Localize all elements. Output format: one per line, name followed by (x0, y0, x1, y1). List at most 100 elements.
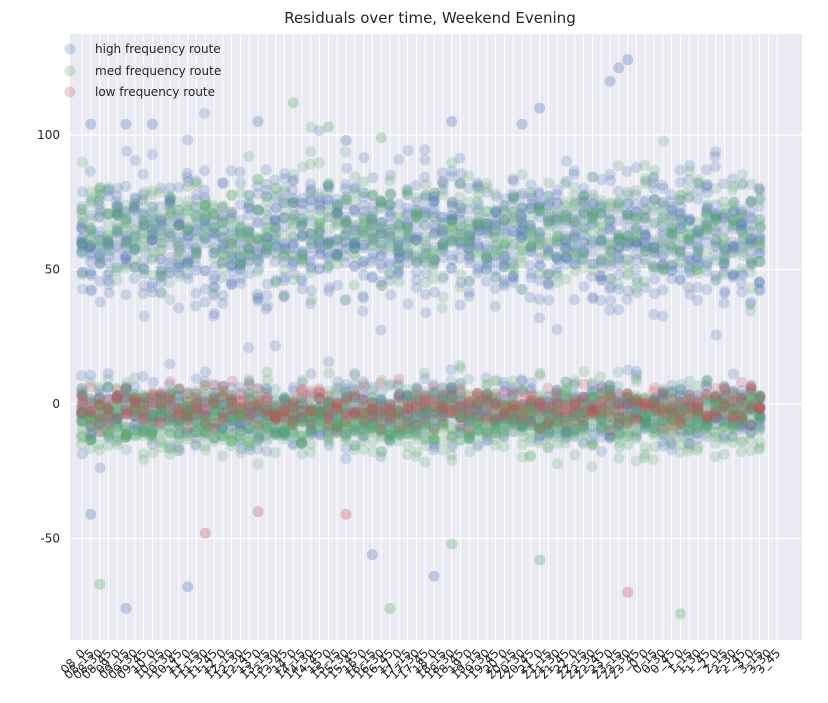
data-point (261, 191, 273, 203)
data-point (718, 448, 730, 460)
data-point (684, 265, 696, 277)
data-point (454, 299, 466, 311)
data-point (657, 258, 669, 270)
data-point (719, 285, 731, 297)
data-point (182, 224, 194, 236)
data-point (499, 250, 511, 262)
data-point (251, 216, 263, 228)
data-point (260, 303, 272, 315)
data-point (710, 329, 722, 341)
data-point (190, 387, 202, 399)
data-point (525, 245, 537, 257)
data-point (657, 249, 669, 261)
data-point (586, 461, 598, 473)
data-point (322, 246, 334, 258)
data-point (137, 227, 149, 239)
data-point (279, 168, 291, 180)
data-point (216, 247, 228, 259)
chart-title: Residuals over time, Weekend Evening (284, 9, 575, 27)
data-point (190, 194, 202, 206)
data-point (709, 146, 721, 158)
data-point (446, 249, 458, 261)
data-point (728, 205, 740, 217)
data-point (76, 232, 88, 244)
data-point (648, 194, 660, 206)
data-point (649, 194, 661, 206)
data-point (198, 265, 210, 277)
data-point (508, 259, 520, 271)
data-point (147, 277, 159, 289)
data-point (621, 239, 633, 251)
data-point (384, 230, 396, 242)
data-point (340, 146, 352, 158)
data-point (173, 232, 185, 244)
data-point (331, 247, 343, 259)
data-point (235, 277, 247, 289)
data-point (216, 415, 228, 427)
data-point (560, 237, 572, 249)
data-point (235, 243, 247, 255)
data-point (648, 171, 660, 183)
data-point (595, 234, 607, 246)
data-point (631, 161, 643, 173)
data-point (358, 200, 370, 212)
data-point (613, 259, 625, 271)
outlier-point (604, 75, 616, 87)
data-point (525, 267, 537, 279)
data-point (111, 190, 123, 202)
data-point (515, 224, 527, 236)
data-point (427, 195, 439, 207)
data-point (675, 246, 687, 258)
data-point (436, 223, 448, 235)
data-point (613, 269, 625, 281)
data-point (710, 182, 722, 194)
data-point (129, 203, 141, 215)
data-point (120, 237, 132, 249)
data-point (516, 233, 528, 245)
data-point (490, 207, 502, 219)
data-point (173, 181, 185, 193)
data-point (410, 203, 422, 215)
data-point (560, 218, 572, 230)
data-point (586, 203, 598, 215)
data-point (718, 258, 730, 270)
data-point (498, 251, 510, 263)
data-point (111, 274, 123, 286)
data-point (269, 215, 281, 227)
data-point (102, 411, 114, 423)
data-point (613, 241, 625, 253)
data-point (77, 283, 89, 295)
data-point (393, 258, 405, 270)
data-point (622, 213, 634, 225)
data-point (657, 205, 669, 217)
data-point (568, 165, 580, 177)
data-point (190, 202, 202, 214)
data-point (639, 197, 651, 209)
data-point (129, 230, 141, 242)
data-point (111, 230, 123, 242)
data-point (76, 246, 88, 258)
data-point (630, 240, 642, 252)
data-point (322, 181, 334, 193)
data-point (305, 285, 317, 297)
data-point (251, 245, 263, 257)
data-point (154, 225, 166, 237)
data-point (339, 250, 351, 262)
data-point (446, 254, 458, 266)
data-point (428, 187, 440, 199)
data-point (753, 214, 765, 226)
data-point (190, 225, 202, 237)
data-point (578, 182, 590, 194)
data-point (649, 261, 661, 273)
data-point (358, 239, 370, 251)
data-point (515, 245, 527, 257)
data-point (120, 235, 132, 247)
data-point (402, 226, 414, 238)
data-point (727, 236, 739, 248)
data-point (111, 199, 123, 211)
data-point (622, 285, 634, 297)
data-point (358, 152, 370, 164)
data-point (331, 233, 343, 245)
data-point (640, 194, 652, 206)
data-point (420, 190, 432, 202)
